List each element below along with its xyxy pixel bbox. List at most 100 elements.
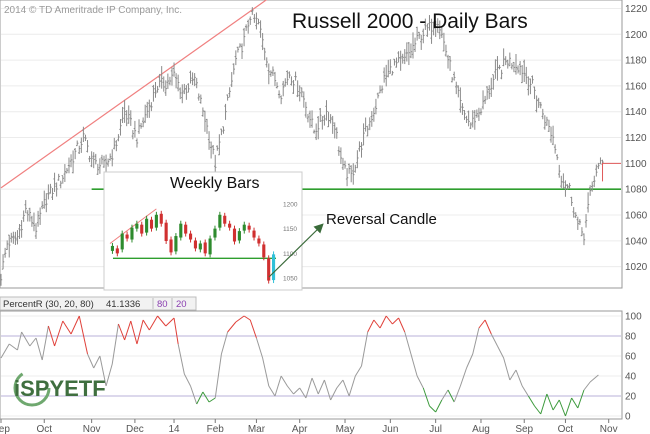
price-bar [420, 34, 423, 50]
price-bar [8, 234, 11, 258]
percentr-segment [441, 389, 449, 401]
price-bar [185, 85, 188, 100]
price-bar [59, 180, 62, 189]
x-tick-label: Aug [472, 424, 490, 434]
price-bar [273, 71, 277, 87]
price-bar [469, 122, 472, 129]
price-bar [294, 71, 297, 81]
price-bar [119, 119, 122, 136]
weekly-candle [115, 245, 119, 257]
price-bar [216, 145, 219, 151]
price-bar [146, 101, 149, 118]
price-bar [141, 117, 145, 128]
weekly-candle [145, 215, 149, 236]
price-bar [304, 101, 308, 118]
price-bar [428, 15, 431, 31]
weekly-candle [188, 230, 193, 243]
x-tick-label: Oct [558, 424, 574, 434]
percentr-y-tick-label: 80 [625, 332, 637, 343]
price-bar [558, 164, 561, 178]
weekly-trendline [109, 208, 157, 244]
price-bar [224, 103, 227, 120]
x-tick-label: 14 [168, 424, 180, 434]
price-bar [494, 59, 497, 79]
percentr-gridlines [1, 315, 621, 417]
weekly-candle [218, 211, 222, 231]
price-bar [148, 99, 151, 118]
price-bar [512, 61, 516, 73]
percentr-segment [196, 391, 204, 405]
price-bar [413, 37, 417, 52]
price-bar [461, 103, 464, 115]
price-bar [500, 69, 503, 80]
weekly-candle [247, 222, 251, 233]
percentr-segment [274, 375, 282, 397]
percentr-segment [342, 379, 350, 397]
percentr-segment [148, 315, 158, 331]
price-bar [329, 114, 332, 124]
price-bar [417, 31, 421, 39]
price-bar [86, 140, 89, 153]
price-bar [10, 232, 13, 243]
price-bar [518, 61, 522, 76]
price-bar [523, 59, 526, 83]
x-tick-label: Nov [600, 424, 618, 434]
price-bar [453, 71, 456, 81]
price-bar [508, 52, 512, 67]
price-bar [356, 150, 359, 169]
percentr-segment [93, 355, 101, 369]
price-bar [51, 187, 54, 201]
price-bar [372, 107, 376, 122]
percentr-segment [373, 319, 381, 329]
price-bar [436, 18, 439, 33]
price-bar [399, 50, 402, 71]
price-bar [34, 223, 38, 239]
percentr-y-tick-label: 100 [625, 312, 642, 323]
price-bar [306, 113, 310, 123]
price-bar [195, 77, 198, 89]
price-bar [463, 110, 466, 120]
price-bar [275, 82, 279, 89]
price-bar [57, 173, 60, 181]
last-price-marker [602, 162, 621, 182]
price-bar [183, 83, 186, 95]
price-bar [166, 73, 170, 89]
price-bar [551, 125, 555, 146]
percentr-segment [268, 385, 276, 397]
price-bar [69, 154, 73, 168]
percentr-segment [8, 343, 18, 351]
percentr-segment [379, 315, 387, 329]
price-bar [1, 254, 5, 270]
weekly-candle [213, 225, 217, 241]
price-bar [298, 85, 301, 102]
price-bar [411, 32, 415, 59]
price-bar [129, 110, 132, 126]
price-bar [236, 46, 240, 53]
weekly-candle [154, 211, 158, 231]
percentr-segment [173, 317, 179, 345]
price-bar [170, 67, 174, 86]
price-bar [514, 53, 518, 75]
percentr-segment [521, 385, 529, 397]
price-bar [580, 227, 584, 237]
percentr-segment [243, 315, 251, 321]
price-bar [43, 190, 46, 209]
percentr-segment [354, 365, 362, 377]
percentr-panel-frame [0, 310, 623, 420]
price-y-tick-label: 1120 [625, 133, 647, 144]
price-bar [168, 76, 172, 86]
price-bar [269, 70, 273, 77]
price-bar [409, 43, 413, 59]
price-bar [331, 115, 334, 134]
weekly-candle [237, 228, 241, 244]
percentr-segment [286, 385, 294, 395]
percentr-segment [367, 319, 375, 333]
percentr-segment [509, 369, 517, 381]
price-bar [32, 212, 36, 232]
price-bar [434, 20, 437, 37]
percentr-segment [466, 353, 474, 369]
price-bar [111, 149, 114, 167]
x-tick-label: Oct [36, 424, 52, 434]
price-bar [321, 116, 324, 130]
